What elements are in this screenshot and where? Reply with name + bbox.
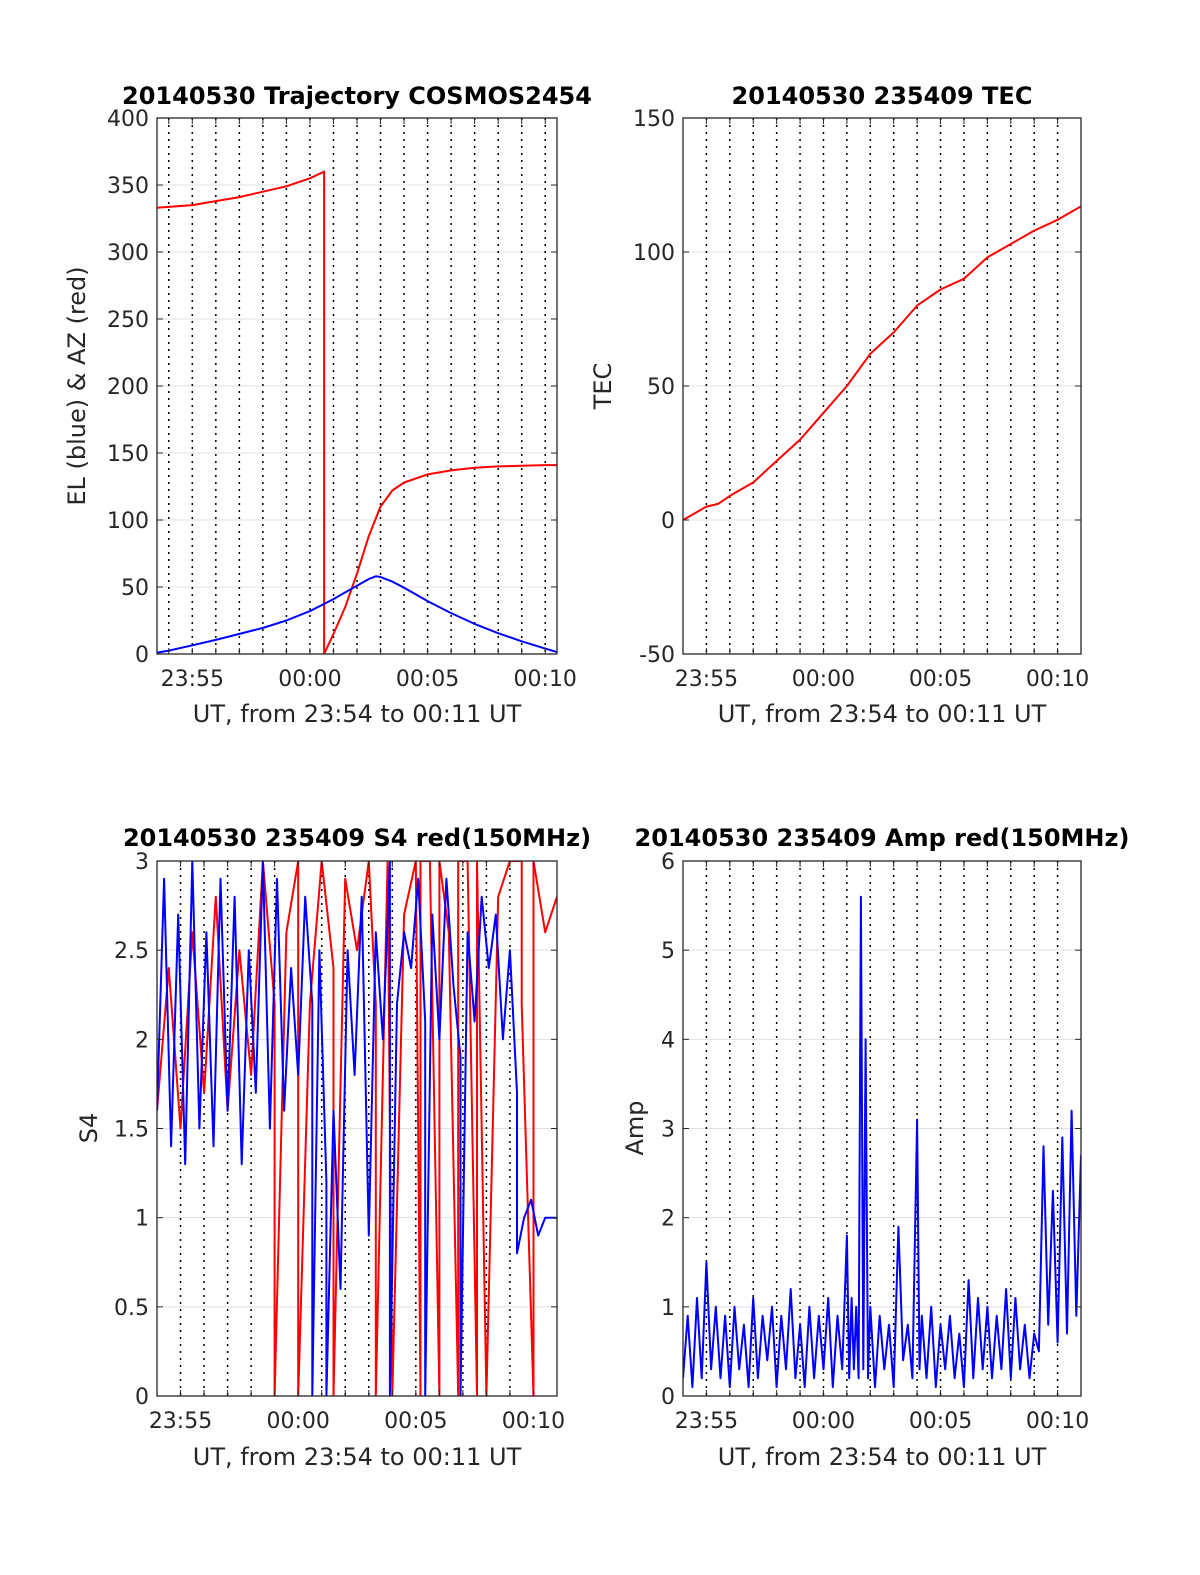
series-line-1 (157, 861, 557, 1396)
series-line-1 (683, 895, 1081, 1389)
x-tick-label: 00:00 (266, 1409, 329, 1434)
series-line-2 (157, 861, 557, 1396)
y-tick-label: 0 (135, 1385, 149, 1410)
x-tick-label: 00:00 (278, 667, 341, 692)
x-axis-label: UT, from 23:54 to 00:11 UT (718, 1443, 1047, 1471)
amp-panel: 20140530 235409 Amp red(150MHz) UT, from… (621, 824, 1129, 1471)
x-tick-label: 23:55 (161, 667, 224, 692)
y-tick-label: 3 (135, 850, 149, 875)
y-tick-label: 3 (661, 1118, 675, 1143)
y-tick-label: 1 (661, 1296, 675, 1321)
x-tick-label: 00:10 (1026, 667, 1089, 692)
x-axis-label: UT, from 23:54 to 00:11 UT (193, 1443, 522, 1471)
y-tick-label: 50 (647, 375, 675, 400)
y-tick-label: 50 (121, 576, 149, 601)
y-tick-label: 5 (661, 939, 675, 964)
y-tick-label: 1 (135, 1207, 149, 1232)
y-tick-label: 400 (107, 107, 149, 132)
series-line-2 (157, 575, 557, 654)
y-tick-label: 100 (107, 509, 149, 534)
series-group (683, 895, 1081, 1389)
y-tick-label: 0.5 (114, 1296, 149, 1321)
y-tick-label: 250 (107, 308, 149, 333)
chart-title: 20140530 235409 S4 red(150MHz) (123, 824, 591, 852)
series-line-1 (683, 205, 1081, 521)
y-tick-label: 2 (661, 1207, 675, 1232)
x-tick-label: 00:05 (384, 1409, 447, 1434)
chart-title: 20140530 235409 TEC (732, 82, 1033, 110)
trajectory-panel: 20140530 Trajectory COSMOS2454 UT, from … (63, 82, 592, 728)
x-axis-label: UT, from 23:54 to 00:11 UT (718, 700, 1047, 728)
series-group (157, 861, 557, 1396)
y-axis-label: Amp (621, 1100, 649, 1155)
y-axis-label: S4 (75, 1113, 103, 1144)
x-tick-label: 00:10 (1026, 1409, 1089, 1434)
x-tick-label: 00:00 (792, 1409, 855, 1434)
y-tick-label: 350 (107, 174, 149, 199)
y-tick-label: 150 (633, 107, 675, 132)
y-tick-label: 2.5 (114, 939, 149, 964)
y-axis-label: TEC (589, 363, 617, 411)
x-tick-label: 00:10 (514, 667, 577, 692)
x-tick-label: 00:10 (502, 1409, 565, 1434)
y-tick-label: 0 (661, 509, 675, 534)
x-axis-label: UT, from 23:54 to 00:11 UT (193, 700, 522, 728)
y-axis-label: EL (blue) & AZ (red) (63, 266, 91, 505)
y-tick-label: 2 (135, 1028, 149, 1053)
x-tick-label: 00:00 (792, 667, 855, 692)
y-tick-label: -50 (639, 643, 675, 668)
y-tick-label: 150 (107, 442, 149, 467)
chart-title: 20140530 235409 Amp red(150MHz) (635, 824, 1130, 852)
series-group (683, 205, 1081, 521)
y-tick-label: 100 (633, 241, 675, 266)
x-tick-label: 23:55 (675, 1409, 738, 1434)
x-tick-label: 00:05 (909, 1409, 972, 1434)
y-tick-label: 0 (661, 1385, 675, 1410)
x-tick-label: 00:05 (396, 667, 459, 692)
y-tick-label: 300 (107, 241, 149, 266)
y-tick-label: 4 (661, 1028, 675, 1053)
y-tick-label: 6 (661, 850, 675, 875)
y-tick-label: 1.5 (114, 1118, 149, 1143)
x-tick-label: 23:55 (149, 1409, 212, 1434)
s4-panel: 20140530 235409 S4 red(150MHz) UT, from … (75, 824, 591, 1471)
y-tick-label: 0 (135, 643, 149, 668)
x-tick-label: 23:55 (675, 667, 738, 692)
series-group (157, 170, 557, 654)
x-tick-label: 00:05 (909, 667, 972, 692)
y-tick-label: 200 (107, 375, 149, 400)
chart-title: 20140530 Trajectory COSMOS2454 (122, 82, 592, 110)
series-line-1 (157, 170, 557, 654)
tec-panel: 20140530 235409 TEC UT, from 23:54 to 00… (589, 82, 1089, 728)
